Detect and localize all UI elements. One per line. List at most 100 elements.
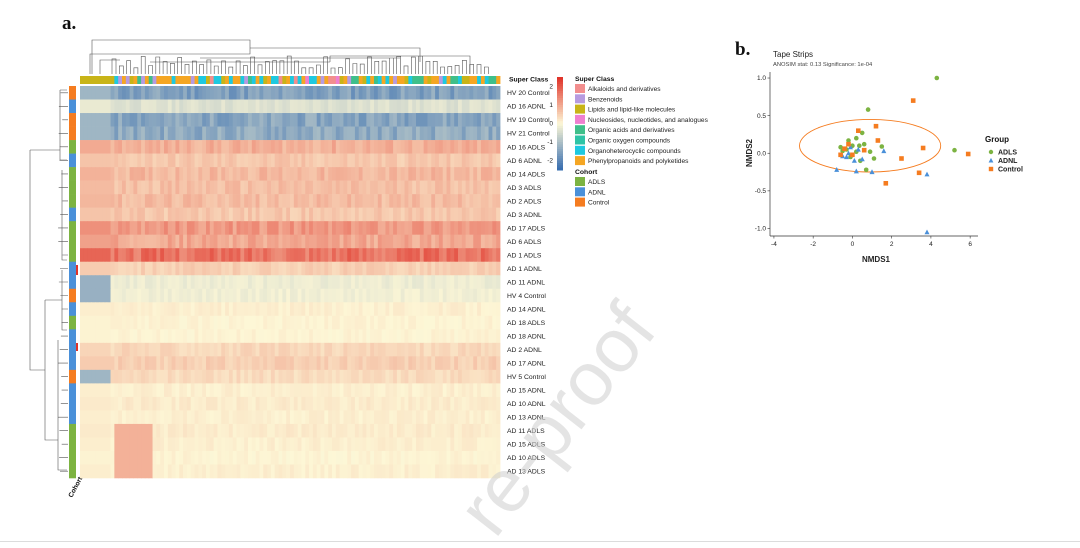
heatmap-cell: [286, 99, 291, 114]
heatmap-cell: [106, 167, 111, 181]
heatmap-cell: [244, 113, 249, 127]
heatmap-cell: [347, 248, 352, 263]
heatmap-cell: [377, 86, 383, 100]
heatmap-cell: [343, 302, 348, 317]
heatmap-cell: [446, 302, 451, 317]
heatmap-cell: [328, 383, 333, 398]
heatmap-cell: [312, 342, 318, 357]
heatmap-cell: [206, 315, 211, 330]
heatmap-cell: [316, 248, 321, 263]
heatmap-cell: [396, 86, 402, 100]
heatmap-cell: [125, 423, 131, 438]
heatmap-cell: [175, 113, 180, 127]
color-scale-segment: [557, 111, 563, 115]
heatmap-cell: [416, 275, 421, 290]
heatmap-cell: [427, 450, 432, 465]
heatmap-cell: [438, 437, 444, 452]
heatmap-cell: [297, 275, 302, 290]
heatmap-cell: [114, 369, 119, 384]
heatmap-cell: [446, 86, 451, 100]
heatmap-cell: [164, 302, 169, 317]
heatmap-cell: [305, 464, 310, 479]
heatmap-cell: [83, 234, 89, 249]
heatmap-cell: [358, 180, 363, 195]
heatmap-cell: [228, 464, 234, 479]
color-scale-segment: [557, 156, 563, 159]
heatmap-cell: [305, 450, 310, 465]
heatmap-cell: [431, 234, 436, 249]
heatmap-cell: [240, 221, 245, 235]
heatmap-cell: [179, 288, 184, 303]
heatmap-cell: [412, 302, 417, 317]
heatmap-cell: [80, 126, 85, 141]
heatmap-cell: [83, 99, 89, 114]
heatmap-cell: [148, 302, 153, 317]
heatmap-cell: [305, 126, 310, 141]
heatmap-cell: [423, 329, 428, 344]
heatmap-cell: [248, 86, 253, 100]
heatmap-cell: [110, 423, 115, 438]
heatmap-cell: [175, 288, 180, 303]
heatmap-cell: [106, 140, 111, 154]
heatmap-cell: [404, 113, 409, 127]
heatmap-cell: [488, 315, 493, 330]
heatmap-cell: [480, 126, 486, 141]
heatmap-cell: [228, 450, 234, 465]
heatmap-cell: [87, 356, 92, 371]
heatmap-cell: [110, 302, 115, 317]
heatmap-cell: [488, 180, 493, 195]
heatmap-cell: [454, 248, 459, 263]
heatmap-cell: [263, 410, 268, 425]
heatmap-cell: [435, 356, 440, 371]
heatmap-cell: [99, 383, 104, 398]
heatmap-cell: [141, 194, 146, 208]
heatmap-cell: [358, 288, 363, 303]
heatmap-cell: [110, 383, 115, 398]
heatmap-cell: [354, 450, 360, 465]
heatmap-cell: [167, 423, 173, 438]
heatmap-cell: [442, 315, 447, 330]
color-scale-segment: [557, 116, 563, 120]
heatmap-cell: [183, 450, 188, 465]
heatmap-cell: [419, 248, 425, 263]
heatmap-cell: [438, 153, 444, 168]
heatmap-cell: [427, 207, 432, 222]
heatmap-cell: [480, 342, 486, 357]
heatmap-cell: [240, 383, 245, 398]
heatmap-cell: [80, 410, 85, 425]
heatmap-cell: [206, 288, 211, 303]
heatmap-cell: [255, 113, 260, 127]
heatmap-cell: [320, 450, 325, 465]
heatmap-cell: [186, 275, 192, 290]
heatmap-cell: [255, 275, 260, 290]
heatmap-cell: [232, 261, 237, 276]
heatmap-cell: [114, 140, 119, 154]
heatmap-cell: [431, 113, 436, 127]
heatmap-cell: [290, 180, 295, 195]
heatmap-cell: [370, 356, 375, 371]
heatmap-cell: [354, 288, 360, 303]
heatmap-cell: [190, 261, 195, 276]
heatmap-cell: [141, 113, 146, 127]
heatmap-cell: [290, 261, 295, 276]
heatmap-cell: [83, 437, 89, 452]
heatmap-cell: [156, 410, 161, 425]
heatmap-cell: [106, 329, 111, 344]
heatmap-cell: [198, 248, 203, 263]
heatmap-cell: [435, 140, 440, 154]
heatmap-cell: [446, 261, 451, 276]
heatmap-cell: [217, 329, 222, 344]
heatmap-cell: [404, 167, 409, 181]
super-class-annotation-cell: [255, 76, 260, 84]
heatmap-cell: [267, 410, 272, 425]
heatmap-cell: [332, 329, 337, 344]
heatmap-cell: [480, 248, 486, 263]
heatmap-cell: [473, 180, 478, 195]
heatmap-cell: [465, 194, 470, 208]
heatmap-cell: [144, 234, 150, 249]
heatmap-cell: [129, 302, 134, 317]
heatmap-cell: [141, 153, 146, 168]
heatmap-cell: [469, 126, 474, 141]
heatmap-cell: [312, 194, 318, 208]
heatmap-cell: [427, 369, 432, 384]
